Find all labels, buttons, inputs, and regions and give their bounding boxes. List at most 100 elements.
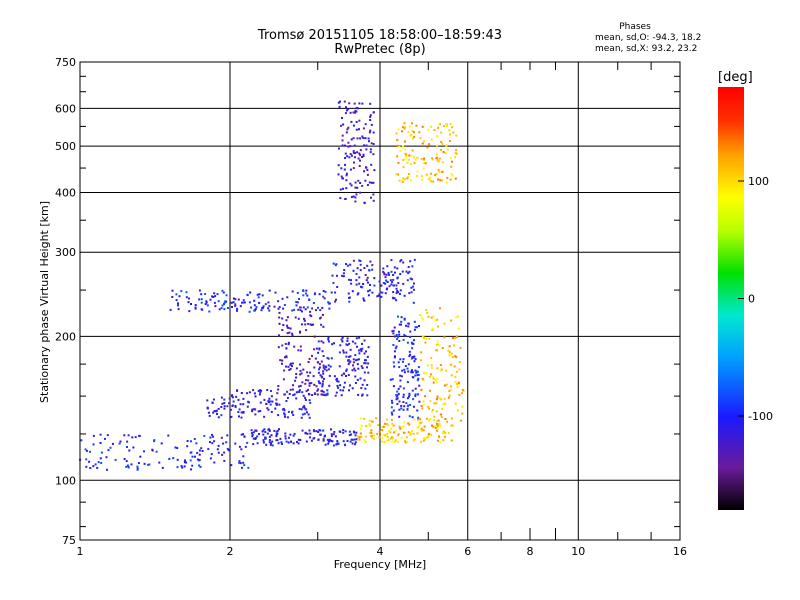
data-point	[312, 375, 315, 378]
data-point	[364, 440, 367, 443]
data-point	[289, 433, 292, 436]
data-point	[420, 428, 423, 431]
data-point	[262, 305, 265, 308]
data-point	[425, 417, 428, 420]
data-point	[258, 302, 261, 304]
data-point	[130, 463, 133, 466]
data-point	[390, 411, 393, 414]
data-point	[143, 462, 146, 465]
data-point	[410, 122, 413, 125]
data-point	[220, 414, 223, 417]
data-point	[413, 162, 416, 165]
data-point	[407, 363, 410, 366]
data-point	[357, 438, 360, 441]
data-point	[412, 301, 415, 304]
data-point	[438, 122, 441, 125]
data-point	[114, 458, 117, 461]
data-point	[330, 428, 332, 431]
data-point	[362, 297, 365, 300]
data-point	[89, 467, 92, 469]
data-point	[271, 400, 274, 403]
data-point	[378, 430, 381, 433]
data-point	[450, 417, 453, 420]
data-point	[287, 341, 290, 344]
data-point	[378, 280, 381, 283]
data-point	[206, 399, 209, 402]
data-point	[419, 314, 422, 316]
data-point	[396, 403, 399, 405]
data-point	[353, 431, 356, 434]
data-point	[351, 442, 354, 445]
data-point	[234, 304, 237, 307]
data-point	[337, 164, 340, 167]
data-point	[304, 396, 307, 399]
data-point	[430, 125, 433, 128]
data-point	[368, 289, 371, 292]
data-point	[444, 418, 447, 420]
data-point	[285, 365, 288, 368]
data-point	[238, 445, 241, 448]
data-point	[270, 395, 273, 398]
data-point	[420, 388, 423, 391]
data-point	[457, 315, 460, 318]
data-point	[341, 177, 344, 180]
data-point	[448, 129, 451, 132]
data-point	[160, 442, 163, 445]
data-point	[92, 434, 95, 437]
data-point	[346, 440, 349, 442]
data-point	[423, 438, 426, 441]
data-point	[389, 279, 392, 282]
data-point	[85, 458, 88, 461]
data-point	[406, 161, 409, 164]
data-point	[99, 457, 102, 460]
data-point	[205, 301, 208, 304]
data-point	[431, 158, 434, 161]
data-point	[336, 274, 338, 277]
data-point	[407, 272, 410, 275]
data-point	[237, 298, 240, 301]
data-point	[349, 355, 352, 358]
data-point	[412, 376, 415, 379]
data-point	[372, 111, 375, 114]
data-point	[448, 390, 451, 392]
data-point	[309, 436, 311, 439]
data-point	[329, 365, 332, 368]
data-point	[214, 295, 217, 298]
data-point	[187, 301, 190, 304]
data-point	[328, 374, 331, 377]
data-point	[360, 417, 362, 420]
data-point	[399, 260, 402, 263]
data-point	[213, 301, 216, 304]
data-point	[454, 156, 456, 159]
data-point	[356, 358, 359, 361]
data-point	[332, 444, 335, 447]
data-point	[390, 418, 393, 421]
data-point	[363, 144, 365, 147]
data-point	[400, 323, 402, 326]
data-point	[401, 179, 404, 182]
data-point	[314, 357, 317, 360]
data-point	[350, 138, 353, 141]
data-point	[407, 158, 410, 161]
data-point	[402, 358, 405, 361]
data-point	[402, 401, 405, 403]
data-point	[366, 384, 369, 386]
data-point	[406, 397, 409, 400]
data-point	[357, 157, 360, 160]
data-point	[97, 461, 100, 464]
data-point	[432, 180, 435, 183]
data-point	[309, 401, 312, 404]
data-point	[370, 123, 373, 126]
data-point	[362, 127, 365, 130]
data-point	[266, 407, 269, 410]
data-point	[422, 167, 425, 170]
data-point	[326, 389, 329, 392]
data-point	[417, 418, 419, 421]
data-point	[281, 362, 283, 365]
data-point	[201, 308, 204, 311]
data-point	[324, 290, 327, 293]
data-point	[385, 273, 388, 276]
data-point	[381, 429, 384, 431]
data-point	[345, 369, 348, 372]
data-point	[286, 316, 289, 319]
